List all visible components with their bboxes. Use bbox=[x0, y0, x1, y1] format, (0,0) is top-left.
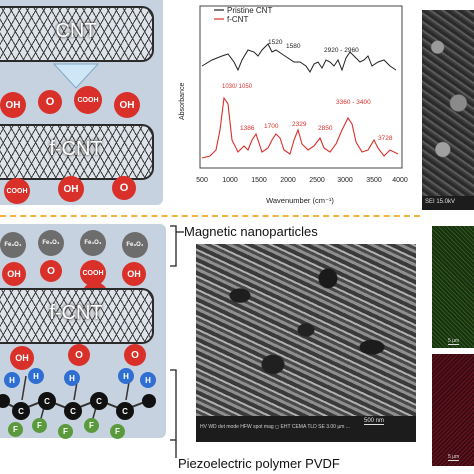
eds-scale-top: 5 µm bbox=[448, 338, 460, 345]
hydrogen-atom: H bbox=[64, 370, 80, 386]
carbon-atom: C bbox=[90, 392, 108, 410]
fe3o4-particle: Fe₃O₄ bbox=[80, 230, 106, 256]
group-o: O bbox=[40, 260, 62, 282]
group-oh: OH bbox=[0, 92, 26, 118]
fcnt-tube bbox=[0, 124, 154, 180]
annotation-2920-2960: 2920 - 2960 bbox=[324, 47, 359, 54]
annotation-3360-3400: 3360 - 3400 bbox=[336, 99, 371, 106]
fe3o4-particle: Fe₃O₄ bbox=[38, 230, 64, 256]
group-oh: OH bbox=[122, 262, 146, 286]
cnt-tube bbox=[0, 6, 154, 62]
ftir-chart: Pristine CNT f-CNT Absorbance Wavenumber… bbox=[179, 5, 408, 205]
y-axis-label: Absorbance bbox=[179, 83, 186, 120]
pvdf-chain-bonds bbox=[0, 375, 151, 423]
arrow-down-icon bbox=[52, 63, 100, 89]
group-cooh: COOH bbox=[4, 178, 30, 204]
series-pristine-line bbox=[201, 43, 397, 73]
legend-pristine: Pristine CNT bbox=[227, 6, 272, 15]
annotation-2329: 2329 bbox=[292, 121, 307, 128]
fcnt-label-bottom: f-CNT bbox=[49, 302, 103, 324]
annotation-1030-1050: 1030/ 1050 bbox=[222, 84, 253, 90]
group-oh: OH bbox=[58, 176, 84, 202]
x-tick: 2500 bbox=[309, 177, 325, 184]
magnetic-nanoparticles-label: Magnetic nanoparticles bbox=[184, 224, 318, 239]
carbon-atom: C bbox=[116, 402, 134, 420]
hydrogen-atom: H bbox=[4, 372, 20, 388]
group-o: O bbox=[112, 176, 136, 200]
fe3o4-particle: Fe₃O₄ bbox=[0, 232, 26, 258]
fluorine-atom: F bbox=[32, 418, 47, 433]
x-tick: 1000 bbox=[222, 177, 238, 184]
group-oh: OH bbox=[114, 92, 140, 118]
fluorine-atom: F bbox=[84, 418, 99, 433]
x-tick: 500 bbox=[196, 177, 208, 184]
sem-bottom-footer-bar bbox=[196, 416, 416, 442]
hydrogen-atom: H bbox=[140, 372, 156, 388]
eds-map-red bbox=[432, 354, 474, 466]
group-oh: OH bbox=[2, 262, 26, 286]
group-cooh: COOH bbox=[74, 86, 102, 114]
carbon-atom bbox=[142, 394, 156, 408]
cnt-label: CNT bbox=[55, 20, 97, 42]
fcnt-label: f-CNT bbox=[49, 138, 103, 160]
carbon-atom: C bbox=[38, 392, 56, 410]
group-o: O bbox=[124, 344, 146, 366]
group-oh: OH bbox=[10, 346, 34, 370]
fcnt-tube-bottom bbox=[0, 288, 154, 344]
section-divider bbox=[0, 215, 420, 217]
carbon-atom bbox=[0, 394, 10, 408]
x-tick: 3500 bbox=[366, 177, 382, 184]
annotation-3728: 3728 bbox=[378, 135, 393, 142]
annotation-1386: 1386 bbox=[240, 125, 255, 132]
fluorine-atom: F bbox=[110, 424, 125, 439]
sem-top-caption: SEI 15.0kV bbox=[425, 199, 456, 205]
annotation-2850: 2850 bbox=[318, 125, 333, 132]
group-cooh: COOH bbox=[80, 260, 106, 286]
hydrogen-atom: H bbox=[28, 368, 44, 384]
piezoelectric-pvdf-label: Piezoelectric polymer PVDF bbox=[178, 456, 340, 471]
sem-image-bottom bbox=[196, 244, 416, 416]
x-axis-label: Wavenumber (cm⁻¹) bbox=[266, 196, 334, 205]
sem-bottom-footer: HV WD det mode HFW spot mag ◻ EHT CEMA T… bbox=[200, 424, 350, 430]
group-o: O bbox=[38, 90, 62, 114]
carbon-atom: C bbox=[64, 402, 82, 420]
x-tick: 2000 bbox=[280, 177, 296, 184]
legend-fcnt: f-CNT bbox=[227, 15, 248, 24]
callout-brackets bbox=[170, 225, 184, 458]
fluorine-atom: F bbox=[8, 422, 23, 437]
sem-image-top bbox=[422, 10, 474, 196]
sem-top-caption-bar bbox=[422, 196, 474, 210]
group-o: O bbox=[68, 344, 90, 366]
annotation-1520: 1520 bbox=[268, 39, 283, 46]
x-tick: 4000 bbox=[392, 177, 408, 184]
fe3o4-particle: Fe₃O₄ bbox=[122, 232, 148, 258]
eds-map-green bbox=[432, 226, 474, 348]
hydrogen-atom: H bbox=[118, 368, 134, 384]
series-fcnt-line bbox=[201, 96, 399, 159]
carbon-atom: C bbox=[12, 402, 30, 420]
x-tick: 3000 bbox=[337, 177, 353, 184]
annotation-1700: 1700 bbox=[264, 123, 279, 130]
annotation-1580: 1580 bbox=[286, 43, 301, 50]
x-tick: 1500 bbox=[251, 177, 267, 184]
fluorine-atom: F bbox=[58, 424, 73, 439]
eds-scale-bottom: 5 µm bbox=[448, 454, 460, 461]
sem-bottom-scale: 500 nm bbox=[364, 418, 385, 425]
